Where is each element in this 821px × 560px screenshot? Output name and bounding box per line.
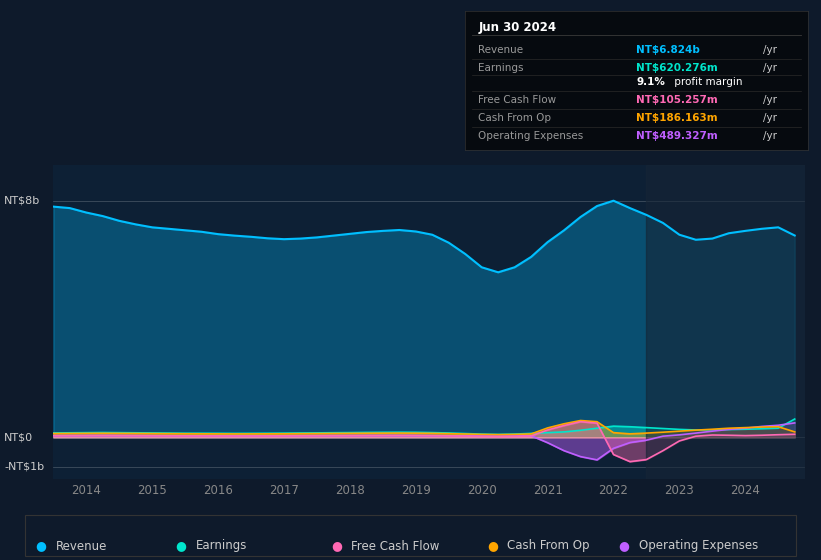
Text: Operating Expenses: Operating Expenses bbox=[479, 131, 584, 141]
Text: /yr: /yr bbox=[764, 131, 777, 141]
Text: ●: ● bbox=[331, 539, 342, 553]
Bar bbox=[646, 165, 805, 479]
Text: 9.1%: 9.1% bbox=[636, 77, 665, 87]
Text: Revenue: Revenue bbox=[479, 45, 524, 55]
Text: /yr: /yr bbox=[764, 63, 777, 73]
Text: Jun 30 2024: Jun 30 2024 bbox=[479, 21, 557, 34]
Text: NT$105.257m: NT$105.257m bbox=[636, 95, 718, 105]
Text: NT$0: NT$0 bbox=[4, 432, 33, 442]
Text: NT$8b: NT$8b bbox=[4, 195, 40, 206]
Text: ●: ● bbox=[618, 539, 630, 553]
Text: /yr: /yr bbox=[764, 113, 777, 123]
Text: profit margin: profit margin bbox=[671, 77, 742, 87]
Text: /yr: /yr bbox=[764, 45, 777, 55]
Text: Cash From Op: Cash From Op bbox=[507, 539, 589, 553]
Text: ●: ● bbox=[175, 539, 186, 553]
Text: Earnings: Earnings bbox=[479, 63, 524, 73]
Text: NT$489.327m: NT$489.327m bbox=[636, 131, 718, 141]
Text: Operating Expenses: Operating Expenses bbox=[639, 539, 758, 553]
Text: ●: ● bbox=[35, 539, 47, 553]
Text: /yr: /yr bbox=[764, 95, 777, 105]
Text: NT$6.824b: NT$6.824b bbox=[636, 45, 700, 55]
Text: Free Cash Flow: Free Cash Flow bbox=[479, 95, 557, 105]
Text: Cash From Op: Cash From Op bbox=[479, 113, 552, 123]
Text: -NT$1b: -NT$1b bbox=[4, 462, 44, 472]
Text: Earnings: Earnings bbox=[195, 539, 247, 553]
Text: NT$620.276m: NT$620.276m bbox=[636, 63, 718, 73]
Text: NT$186.163m: NT$186.163m bbox=[636, 113, 718, 123]
Text: Free Cash Flow: Free Cash Flow bbox=[351, 539, 440, 553]
Text: Revenue: Revenue bbox=[56, 539, 108, 553]
Text: ●: ● bbox=[487, 539, 498, 553]
